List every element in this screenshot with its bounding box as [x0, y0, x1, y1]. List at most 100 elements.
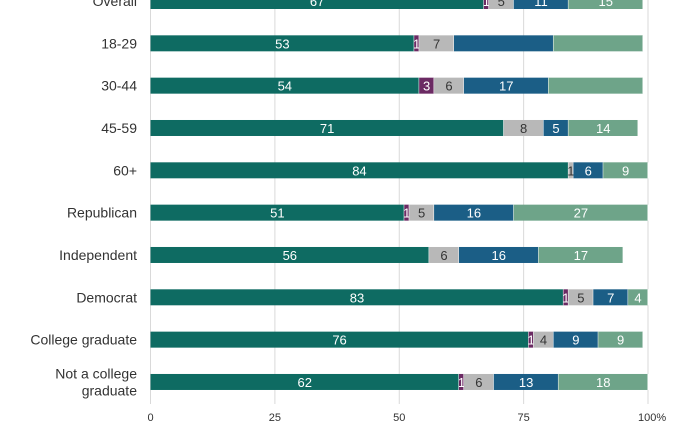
data-label: 83 — [350, 290, 364, 305]
bar-segment — [603, 162, 648, 179]
data-label: 1 — [413, 36, 420, 51]
data-label: 13 — [519, 375, 533, 390]
data-label: 8 — [520, 121, 527, 136]
data-label: 3 — [423, 79, 430, 94]
category-label: graduate — [82, 382, 137, 398]
data-label: 54 — [278, 79, 292, 94]
bar-segment — [568, 162, 574, 179]
data-label: 4 — [634, 290, 641, 305]
category-label: Not a college — [55, 365, 137, 381]
data-label: 5 — [552, 121, 559, 136]
bar-segment — [150, 119, 504, 136]
data-label: 67 — [310, 0, 324, 9]
bar-segment — [404, 204, 410, 221]
data-label: 1 — [403, 206, 410, 221]
data-label: 56 — [283, 248, 297, 263]
data-label: 1 — [527, 333, 534, 348]
bar-segment — [553, 331, 599, 348]
bar-segment — [528, 331, 534, 348]
bar-segment — [513, 204, 648, 221]
category-label: Republican — [67, 205, 137, 221]
bar-segment — [150, 0, 484, 9]
category-label: 30-44 — [101, 78, 137, 94]
bar-segment — [150, 204, 405, 221]
data-label: 1 — [562, 290, 569, 305]
bar-segment — [453, 35, 554, 52]
data-label: 5 — [577, 290, 584, 305]
data-label: 1 — [567, 163, 574, 178]
data-label: 11 — [534, 0, 548, 9]
bar-segment — [538, 246, 624, 263]
data-label: 1 — [483, 0, 490, 9]
bar-segment — [558, 373, 648, 390]
bar-segment — [563, 289, 569, 306]
bar-segment — [463, 77, 549, 94]
data-label: 14 — [596, 121, 610, 136]
bar-segment — [419, 35, 454, 52]
bar-segment — [409, 204, 435, 221]
x-tick-label: 25 — [269, 412, 281, 424]
data-label: 4 — [540, 333, 547, 348]
data-label: 6 — [475, 375, 482, 390]
data-label: 5 — [418, 206, 425, 221]
bar-segment — [628, 289, 648, 306]
bar-segment — [458, 246, 539, 263]
data-label: 6 — [440, 248, 447, 263]
bar-segment — [150, 246, 430, 263]
bar-segment — [543, 119, 569, 136]
bar-segment — [150, 373, 459, 390]
data-label: 17 — [574, 248, 588, 263]
bar-segment — [488, 0, 514, 9]
data-label: 62 — [297, 375, 311, 390]
data-label: 1 — [458, 375, 465, 390]
x-tick-label: 0 — [147, 412, 153, 424]
bar-segment — [533, 331, 554, 348]
category-label: 60+ — [113, 162, 137, 178]
bar-segment — [463, 373, 494, 390]
category-label: Overall — [93, 0, 137, 9]
bar-segment — [419, 77, 435, 94]
bar-segment — [483, 0, 489, 9]
data-label: 16 — [467, 206, 481, 221]
bar-segment — [573, 162, 604, 179]
data-label: 17 — [499, 79, 513, 94]
bar-segment — [150, 162, 569, 179]
data-label: 7 — [433, 36, 440, 51]
bar-segment — [458, 373, 464, 390]
x-tick-label: 100% — [638, 412, 666, 424]
data-label: 9 — [617, 333, 624, 348]
bar-segment — [513, 0, 569, 9]
bar-segment — [568, 119, 639, 136]
data-label: 9 — [622, 163, 629, 178]
bar-segment — [568, 289, 594, 306]
data-label: 76 — [332, 333, 346, 348]
data-label: 27 — [574, 206, 588, 221]
bar-segment — [493, 373, 559, 390]
bar-segment — [434, 204, 514, 221]
data-label: 18 — [596, 375, 610, 390]
bar-segment — [568, 0, 644, 9]
x-tick-label: 50 — [393, 412, 405, 424]
bar-segment — [414, 35, 420, 52]
bar-segment — [150, 289, 564, 306]
data-label: 84 — [352, 163, 366, 178]
bar-segment — [593, 289, 629, 306]
bar-segment — [150, 331, 529, 348]
bar-segment — [429, 246, 459, 263]
data-label: 6 — [445, 79, 452, 94]
bar-segment — [434, 77, 464, 94]
data-label: 51 — [270, 206, 284, 221]
category-label: College graduate — [30, 332, 137, 348]
category-label: Independent — [59, 247, 137, 263]
bar-segment — [150, 35, 415, 52]
bar-segment — [503, 119, 544, 136]
bar-segment — [553, 35, 644, 52]
data-label: 6 — [585, 163, 592, 178]
data-label: 71 — [320, 121, 334, 136]
bar-segment — [150, 77, 420, 94]
category-label: 45-59 — [101, 120, 137, 136]
category-label: 18-29 — [101, 35, 137, 51]
data-label: 9 — [572, 333, 579, 348]
bar-segment — [598, 331, 644, 348]
